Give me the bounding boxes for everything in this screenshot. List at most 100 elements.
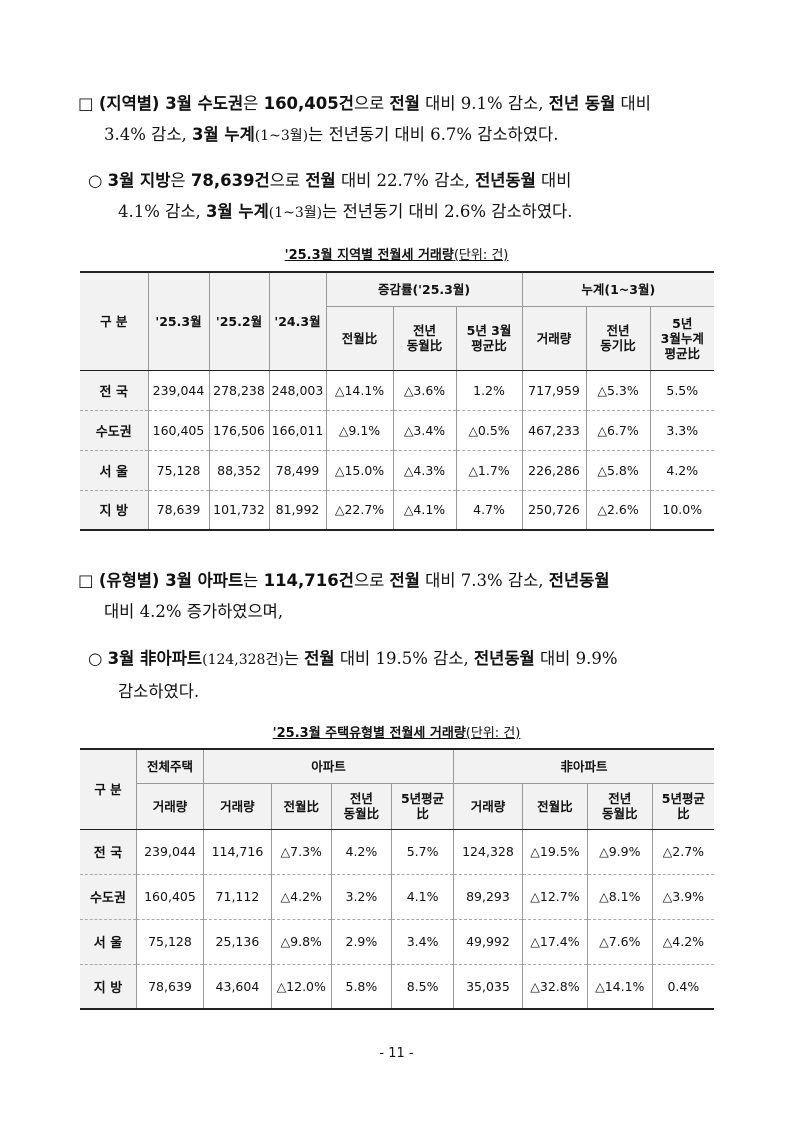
table1-header-sub: 전년 동기比 xyxy=(585,306,651,371)
row-label: 지 방 xyxy=(80,964,137,1009)
table-cell: 160,405 xyxy=(147,410,210,451)
table-cell: 4.7% xyxy=(455,490,523,530)
table-cell: △9.9% xyxy=(586,829,653,875)
table-cell: △12.7% xyxy=(521,874,588,920)
text-run: 3월 非아파트 xyxy=(107,649,203,668)
text-run: 160,405건 xyxy=(263,94,354,113)
table-cell: △5.3% xyxy=(585,370,651,411)
text-run: 전년동월 xyxy=(548,571,610,590)
text-run: 는 xyxy=(283,649,305,668)
table-cell: △17.4% xyxy=(521,919,588,965)
para4-line1: ○ 3월 非아파트(124,328건)는 전월 대비 19.5% 감소, 전년동… xyxy=(88,643,723,676)
table-cell: △5.8% xyxy=(585,450,651,491)
table-cell: 78,639 xyxy=(147,490,210,530)
table-cell: △12.0% xyxy=(270,964,332,1009)
text-run: 으로 xyxy=(353,94,390,113)
text-run: 는 전년동기 대비 6.7% 감소하였다. xyxy=(308,125,559,144)
table-cell: 4.1% xyxy=(391,874,454,920)
table-cell: 4.2% xyxy=(649,450,715,491)
table2-header-total: 전체주택 xyxy=(135,749,204,784)
text-run: 는 전년동기 대비 2.6% 감소하였다. xyxy=(322,202,573,221)
text-run: 전년동월 xyxy=(475,171,536,190)
row-label: 수도권 xyxy=(80,874,137,920)
table-cell: 239,044 xyxy=(135,829,204,875)
text-run: 은 xyxy=(170,171,191,190)
text-run: 으로 xyxy=(353,571,390,590)
table-cell: △6.7% xyxy=(585,410,651,451)
table1-title: '25.3월 지역별 전월세 거래량 xyxy=(284,248,454,263)
text-run: 대비 xyxy=(615,94,651,113)
text-run: 대비 22.7% 감소, xyxy=(335,171,476,190)
table-cell: 1.2% xyxy=(455,370,523,411)
table2-header-sub: 전월比 xyxy=(270,783,332,830)
table-cell: △8.1% xyxy=(586,874,653,920)
table2-header-sub: 5년평균 比 xyxy=(651,783,714,830)
table1-header-sub: 5년 3월누계 평균比 xyxy=(649,306,715,371)
table-cell: 160,405 xyxy=(135,874,204,920)
text-run: □ xyxy=(78,94,99,113)
text-run: 114,716건 xyxy=(263,571,354,590)
text-run: 감소하였다. xyxy=(118,682,200,701)
para1-line1: □ (지역별) 3월 수도권은 160,405건으로 전월 대비 9.1% 감소… xyxy=(78,88,723,119)
table2-header-sub: 거래량 xyxy=(135,783,204,830)
para2-line1: ○ 3월 지방은 78,639건으로 전월 대비 22.7% 감소, 전년동월 … xyxy=(88,165,723,196)
table2-header-apartment: 아파트 xyxy=(202,749,454,784)
table1-header-sub: 5년 3월 평균比 xyxy=(455,306,523,371)
table2-header-sub: 거래량 xyxy=(452,783,523,830)
table-cell: 166,011 xyxy=(268,410,327,451)
table-cell: 78,639 xyxy=(135,964,204,1009)
table-row: 수도권 160,405 176,506 166,011 △9.1% △3.4% △0.5% 4… xyxy=(80,410,715,451)
paragraph-type-summary: □ (유형별) 3월 아파트는 114,716건으로 전월 대비 7.3% 감소… xyxy=(78,565,723,627)
table-cell: 5.8% xyxy=(330,964,393,1009)
table-cell: 71,112 xyxy=(202,874,272,920)
table1-header-col: '25.2월 xyxy=(208,272,270,371)
table-row: 전 국 239,044 114,716 △7.3% 4.2% 5.7% 124,328 △19… xyxy=(80,829,714,875)
table-cell: △3.9% xyxy=(651,874,714,920)
text-run: 전월 xyxy=(304,649,335,668)
row-label: 서 울 xyxy=(80,450,149,491)
table2-header-sub: 전년 동월比 xyxy=(586,783,653,830)
table-cell: 239,044 xyxy=(147,370,210,411)
table-cell: △0.5% xyxy=(455,410,523,451)
table-cell: 176,506 xyxy=(208,410,270,451)
table2-header-sub: 전년 동월比 xyxy=(330,783,393,830)
text-run: (1~3월) xyxy=(254,128,309,144)
table-cell: 43,604 xyxy=(202,964,272,1009)
table-cell: 4.2% xyxy=(330,829,393,875)
table1-header-gubun: 구 분 xyxy=(80,272,149,371)
table1-header-col: '24.3월 xyxy=(268,272,327,371)
table-cell: △14.1% xyxy=(586,964,653,1009)
text-run: 은 xyxy=(243,94,264,113)
table-cell: 5.7% xyxy=(391,829,454,875)
paragraph-nonapartment: ○ 3월 非아파트(124,328건)는 전월 대비 19.5% 감소, 전년동… xyxy=(88,643,723,707)
text-run: 대비 19.5% 감소, xyxy=(334,649,474,668)
text-run: (1~3월) xyxy=(268,205,323,221)
table-cell: △4.2% xyxy=(270,874,332,920)
page-number: - 11 - xyxy=(379,1046,414,1061)
table-cell: △15.0% xyxy=(325,450,394,491)
table-cell: 88,352 xyxy=(208,450,270,491)
text-run: 78,639건 xyxy=(190,171,270,190)
text-run: 3월 누계 xyxy=(206,202,269,221)
paragraph-region-local: ○ 3월 지방은 78,639건으로 전월 대비 22.7% 감소, 전년동월 … xyxy=(88,165,723,229)
table2-header-sub: 전월比 xyxy=(521,783,588,830)
text-run: 4.1% 감소, xyxy=(118,202,207,221)
table-row: 지 방 78,639 101,732 81,992 △22.7% △4.1% 4.7% 250… xyxy=(80,490,715,530)
row-label: 수도권 xyxy=(80,410,149,451)
table-cell: 78,499 xyxy=(268,450,327,491)
table1-header-sub: 전월比 xyxy=(325,306,394,371)
para3-line2: 대비 4.2% 증가하였으며, xyxy=(78,596,723,627)
table-cell: 35,035 xyxy=(452,964,523,1009)
table-cell: 226,286 xyxy=(521,450,587,491)
table2-header-gubun: 구 분 xyxy=(80,749,137,830)
table2-header-sub: 거래량 xyxy=(202,783,272,830)
table-cell: 75,128 xyxy=(147,450,210,491)
table-cell: △2.7% xyxy=(651,829,714,875)
table1-header-sub: 거래량 xyxy=(521,306,587,371)
text-run: 전년 동월 xyxy=(548,94,616,113)
table-row: 수도권 160,405 71,112 △4.2% 3.2% 4.1% 89,293 △12.7… xyxy=(80,874,714,920)
table-cell: △3.6% xyxy=(392,370,457,411)
para1-line2: 3.4% 감소, 3월 누계(1~3월)는 전년동기 대비 6.7% 감소하였다… xyxy=(78,119,723,152)
text-run: (124,328건) xyxy=(202,652,284,668)
